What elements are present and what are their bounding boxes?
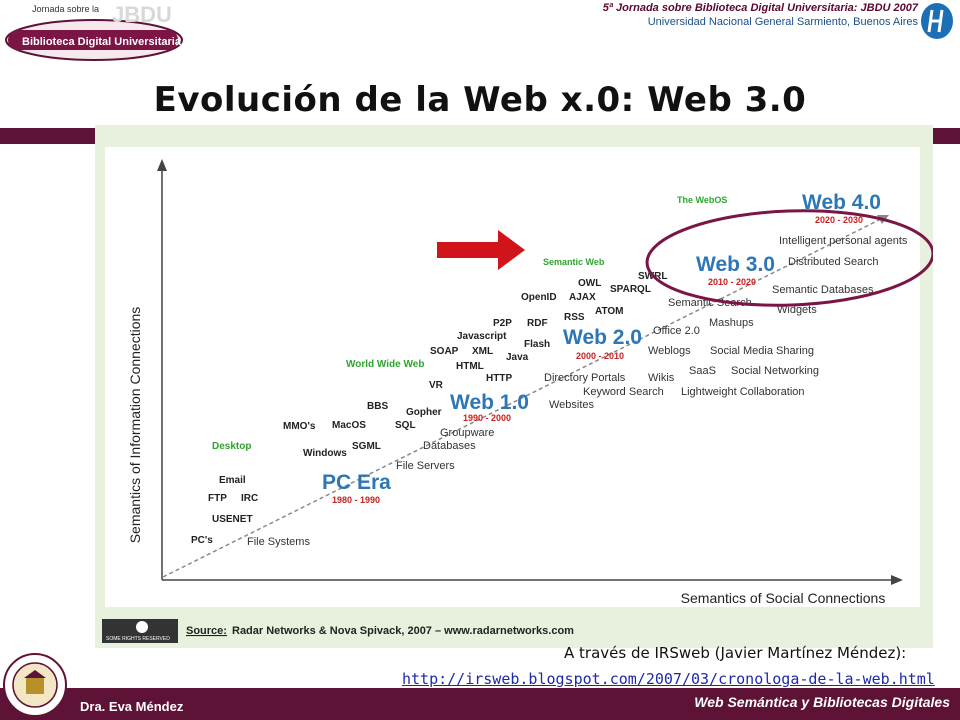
era-web4-years: 2020 - 2030 [815,215,863,225]
author-name: Dra. Eva Méndez [80,699,184,714]
university-seal-icon [3,653,67,717]
app-label: Social Media Sharing [710,345,814,357]
x-axis-arrow-icon [891,575,903,585]
app-label: Weblogs [648,345,691,357]
era-pc: PC Era [322,471,391,494]
tech-label: Gopher [406,407,442,418]
y-axis-label: Semantics of Information Connections [127,307,143,544]
slide-title: Evolución de la Web x.0: Web 3.0 [153,80,807,120]
tech-label: Email [219,475,246,486]
source-label: Source: [186,625,227,637]
tech-label: VR [429,380,444,391]
app-label: Websites [549,399,595,411]
tech-label: PC's [191,535,213,546]
app-label: Lightweight Collaboration [681,386,805,398]
app-label: File Servers [396,460,455,472]
app-label: Semantic Databases [772,284,874,296]
era-pc-years: 1980 - 1990 [332,495,380,505]
app-label: Widgets [777,304,817,316]
tech-label: RSS [564,312,585,323]
tech-label: SGML [352,441,381,452]
source-link[interactable]: http://irsweb.blogspot.com/2007/03/crono… [402,670,935,688]
tech-label: Javascript [457,331,507,342]
presentation-subject: Web Semántica y Bibliotecas Digitales [694,694,950,710]
app-label: Directory Portals [544,372,626,384]
green-label-desktop: Desktop [212,441,251,452]
app-label: Wikis [648,372,675,384]
era-web4: Web 4.0 [802,191,881,214]
green-label-webos: The WebOS [677,195,727,205]
red-arrow-icon [437,230,525,270]
tech-label: MMO's [283,421,316,432]
era-web1-years: 1990 - 2000 [463,413,511,423]
event-name: 5ª Jornada sobre Biblioteca Digital Univ… [602,2,918,14]
university-h-logo-icon [921,3,953,39]
tech-label: RDF [527,318,548,329]
cc-text: SOME RIGHTS RESERVED [106,636,170,642]
x-axis-label: Semantics of Social Connections [681,590,886,606]
header-text: 5ª Jornada sobre Biblioteca Digital Univ… [603,2,918,28]
era-web2: Web 2.0 [563,326,642,349]
app-label: Distributed Search [788,256,879,268]
tech-label: SOAP [430,346,459,357]
y-axis-arrow-icon [157,159,167,171]
web-evolution-diagram: Semantics of Information Connections Sem… [102,159,933,643]
trend-line [162,216,886,578]
tech-label: OpenID [521,292,557,303]
app-label: SaaS [689,365,716,377]
tech-label: Windows [303,448,347,459]
green-label-semantic-web: Semantic Web [543,257,605,267]
footer-bar [0,688,960,720]
app-label: Databases [423,440,476,452]
app-label: File Systems [247,536,310,548]
app-label: Office 2.0 [653,325,700,337]
jbdu-logo: Jornada sobre la JBDU Biblioteca Digital… [5,2,183,61]
web3-highlight-circle [645,209,933,307]
tech-label: HTTP [486,373,512,384]
tech-label: Java [506,352,529,363]
venue-name: Universidad Nacional General Sarmiento, … [647,16,918,28]
tech-label: ATOM [595,306,624,317]
app-label: Intelligent personal agents [779,235,908,247]
tech-label: Flash [524,339,550,350]
app-label: Mashups [709,317,754,329]
tech-label: SPARQL [610,284,651,295]
green-label-www: World Wide Web [346,359,424,370]
tech-label: HTML [456,361,484,372]
tech-label: AJAX [569,292,596,303]
tech-label: XML [472,346,493,357]
tech-label: IRC [241,493,258,504]
tech-label: USENET [212,514,253,525]
tech-label: OWL [578,278,601,289]
svg-text:JBDU: JBDU [112,2,172,27]
credit-text: A través de IRSweb (Javier Martínez Ménd… [564,644,907,662]
tech-label: MacOS [332,420,366,431]
era-web3: Web 3.0 [696,253,775,276]
tech-label: BBS [367,401,388,412]
diagram-canvas [105,147,920,607]
era-web1: Web 1.0 [450,391,529,414]
svg-text:Biblioteca Digital Universitar: Biblioteca Digital Universitaria [22,36,182,48]
tech-label: FTP [208,493,227,504]
source-text: Radar Networks & Nova Spivack, 2007 – ww… [232,625,574,637]
app-label: Groupware [440,427,494,439]
svg-text:Jornada sobre la: Jornada sobre la [32,4,99,14]
era-web3-years: 2010 - 2020 [708,277,756,287]
app-label: Semantic Search [668,297,752,309]
tech-label: SQL [395,420,416,431]
app-label: Keyword Search [583,386,664,398]
tech-label: P2P [493,318,512,329]
era-web2-years: 2000 - 2010 [576,351,624,361]
app-label: Social Networking [731,365,819,377]
